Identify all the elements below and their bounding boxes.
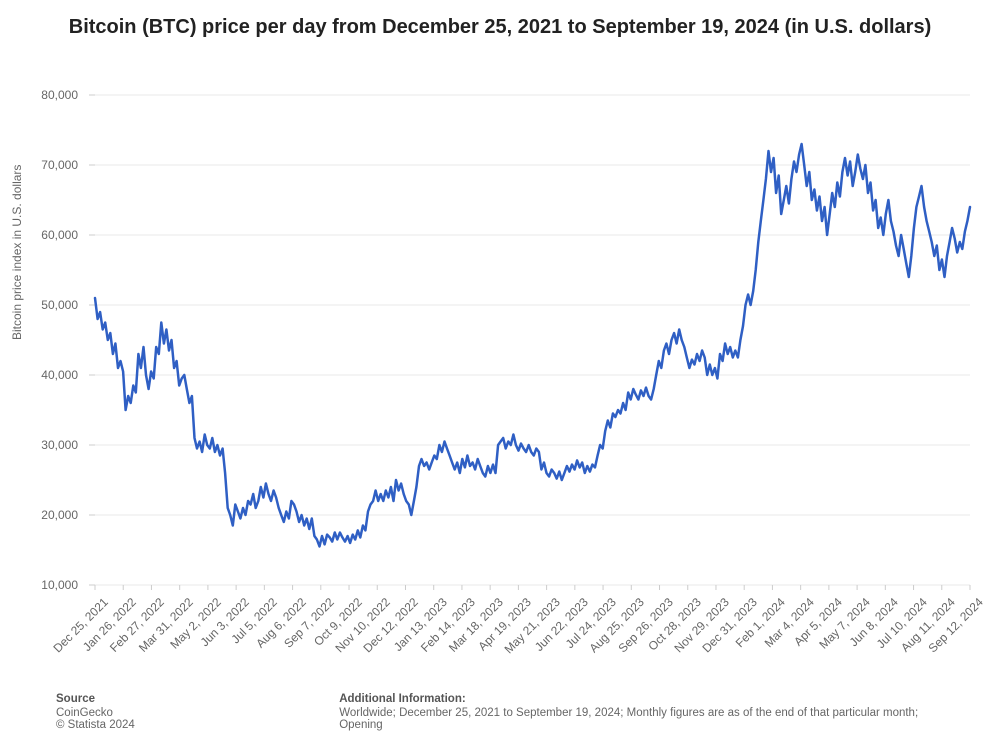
y-tick-label: 20,000 bbox=[23, 508, 78, 522]
chart-title: Bitcoin (BTC) price per day from Decembe… bbox=[0, 14, 1000, 41]
chart-footer: Source CoinGecko © Statista 2024 Additio… bbox=[56, 693, 976, 731]
info-heading: Additional Information: bbox=[339, 693, 959, 705]
source-heading: Source bbox=[56, 693, 336, 705]
y-tick-label: 10,000 bbox=[23, 578, 78, 592]
y-axis-label: Bitcoin price index in U.S. dollars bbox=[10, 165, 24, 340]
y-tick-label: 60,000 bbox=[23, 228, 78, 242]
y-tick-label: 50,000 bbox=[23, 298, 78, 312]
info-text: Worldwide; December 25, 2021 to Septembe… bbox=[339, 707, 959, 731]
y-tick-label: 30,000 bbox=[23, 438, 78, 452]
y-tick-label: 80,000 bbox=[23, 88, 78, 102]
y-tick-label: 70,000 bbox=[23, 158, 78, 172]
source-line2: © Statista 2024 bbox=[56, 719, 336, 731]
y-tick-label: 40,000 bbox=[23, 368, 78, 382]
chart-svg bbox=[85, 90, 975, 590]
chart-area bbox=[85, 90, 975, 590]
source-line1: CoinGecko bbox=[56, 707, 336, 719]
